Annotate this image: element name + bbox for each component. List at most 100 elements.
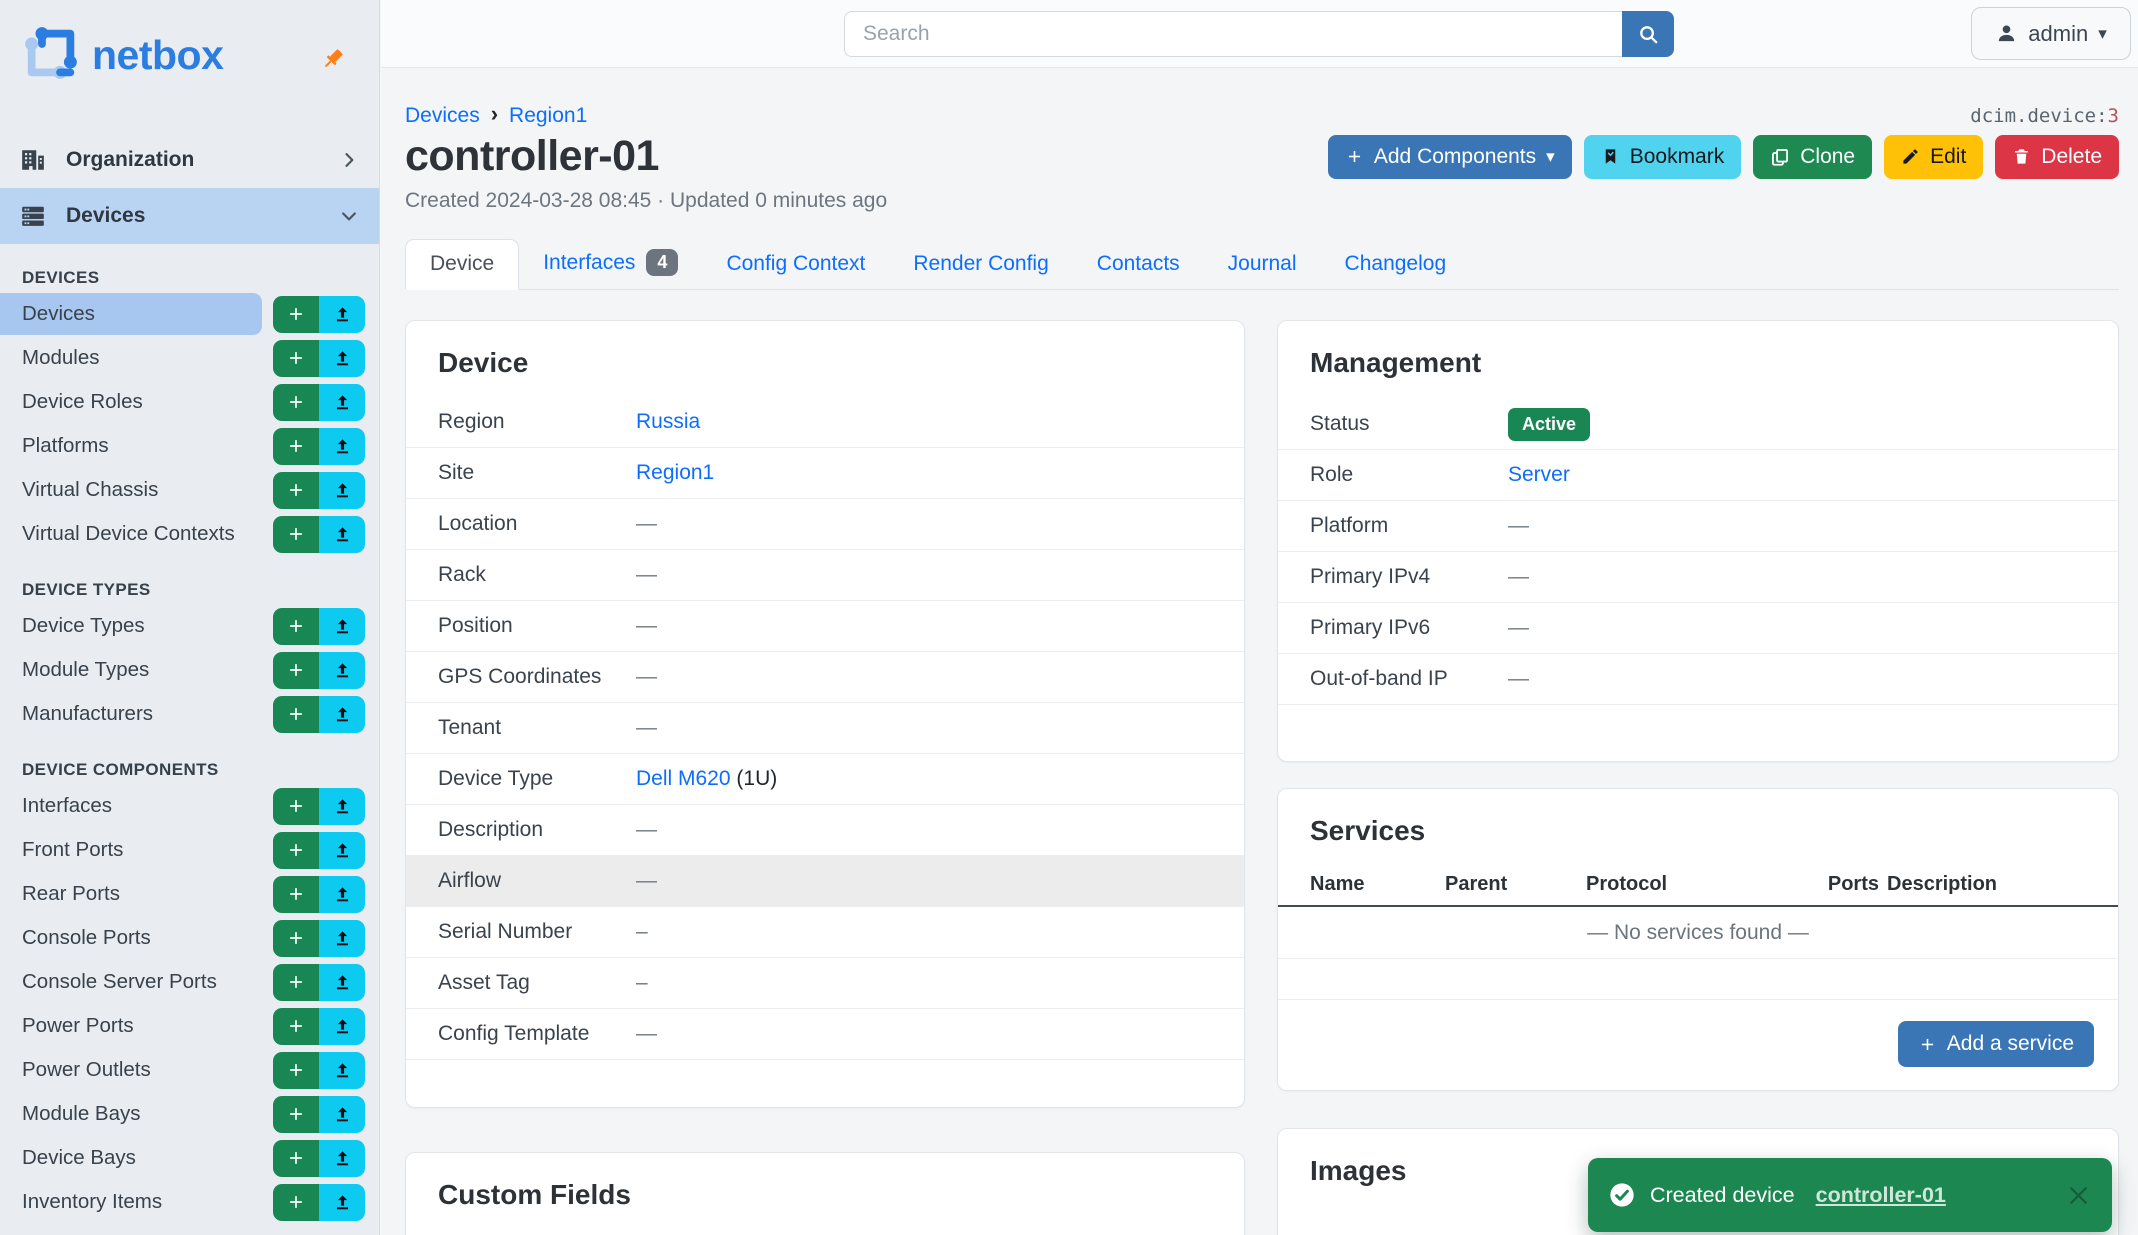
brand: netbox [0, 0, 379, 132]
add-button[interactable] [273, 787, 319, 825]
add-button[interactable] [273, 1095, 319, 1133]
add-button[interactable] [273, 515, 319, 553]
tab-changelog[interactable]: Changelog [1344, 252, 1447, 275]
import-button[interactable] [319, 383, 365, 421]
import-button[interactable] [319, 875, 365, 913]
add-button[interactable] [273, 831, 319, 869]
sidebar-link-console-server-ports[interactable]: Console Server Ports [22, 970, 217, 993]
add-button[interactable] [273, 339, 319, 377]
import-button[interactable] [319, 651, 365, 689]
search-input[interactable] [844, 11, 1622, 57]
import-button[interactable] [319, 1051, 365, 1089]
add-button[interactable] [273, 1051, 319, 1089]
pin-sidebar-icon[interactable] [320, 46, 346, 72]
sidebar-item-modules: Modules [0, 336, 379, 380]
sidebar-link-rear-ports[interactable]: Rear Ports [22, 882, 120, 905]
add-button[interactable] [273, 1007, 319, 1045]
add-button[interactable] [273, 383, 319, 421]
add-button[interactable] [273, 471, 319, 509]
clone-button[interactable]: Clone [1753, 134, 1873, 179]
toast-close-button[interactable] [2065, 1182, 2092, 1209]
sidebar-link-front-ports[interactable]: Front Ports [22, 838, 124, 861]
tab-interfaces[interactable]: Interfaces 4 [519, 237, 702, 289]
add-button[interactable] [273, 1183, 319, 1221]
tab-config-context[interactable]: Config Context [726, 252, 866, 275]
toast-device-link[interactable]: controller-01 [1815, 1182, 1946, 1207]
import-button[interactable] [319, 471, 365, 509]
breadcrumb-link-region1[interactable]: Region1 [509, 103, 588, 127]
import-button[interactable] [319, 1139, 365, 1177]
add-button[interactable] [273, 695, 319, 733]
device-type-link[interactable]: Dell M620 [636, 767, 731, 790]
role-link[interactable]: Server [1508, 463, 1570, 486]
add-button[interactable] [273, 963, 319, 1001]
sidebar-item-device-bays: Device Bays [0, 1136, 379, 1180]
sidebar-link-device-types[interactable]: Device Types [22, 614, 145, 637]
add-button[interactable] [273, 875, 319, 913]
sidebar-link-manufacturers[interactable]: Manufacturers [22, 702, 154, 725]
user-menu-button[interactable]: admin ▾ [1971, 7, 2131, 60]
field-label: Primary IPv4 [1310, 565, 1431, 588]
field-row-rack: Rack — [406, 550, 1244, 601]
field-row-platform: Platform — [1278, 501, 2118, 552]
add-button[interactable] [273, 295, 319, 333]
sidebar-item-organization[interactable]: Organization [0, 132, 379, 188]
sidebar-link-console-ports[interactable]: Console Ports [22, 926, 151, 949]
site-link[interactable]: Region1 [636, 461, 715, 484]
tab-journal[interactable]: Journal [1227, 252, 1297, 275]
add-components-button[interactable]: Add Components ▾ [1327, 134, 1572, 179]
breadcrumb-link-devices[interactable]: Devices [405, 103, 480, 127]
import-button[interactable] [319, 607, 365, 645]
sidebar-link-power-ports[interactable]: Power Ports [22, 1014, 134, 1037]
import-button[interactable] [319, 1095, 365, 1133]
sidebar-link-virtual-chassis[interactable]: Virtual Chassis [22, 478, 159, 501]
add-button[interactable] [273, 651, 319, 689]
services-panel-title: Services [1310, 815, 1426, 846]
search-button[interactable] [1622, 11, 1674, 57]
sidebar-link-device-bays[interactable]: Device Bays [22, 1146, 136, 1169]
sidebar-item-devices-parent[interactable]: Devices [0, 188, 379, 244]
import-button[interactable] [319, 1007, 365, 1045]
sidebar-link-module-bays[interactable]: Module Bays [22, 1102, 141, 1125]
sidebar-link-devices[interactable]: Devices [22, 302, 95, 325]
pencil-icon [1901, 147, 1920, 166]
quick-actions [273, 1051, 365, 1089]
tab-render-config[interactable]: Render Config [913, 252, 1049, 275]
sidebar-link-module-types[interactable]: Module Types [22, 658, 150, 681]
import-button[interactable] [319, 515, 365, 553]
import-button[interactable] [319, 919, 365, 957]
field-value: – [636, 971, 648, 994]
user-icon [1995, 22, 2018, 45]
sidebar-link-power-outlets[interactable]: Power Outlets [22, 1058, 151, 1081]
add-button[interactable] [273, 1139, 319, 1177]
sidebar-link-device-roles[interactable]: Device Roles [22, 390, 143, 413]
tab-device[interactable]: Device [405, 239, 520, 290]
tab-contacts[interactable]: Contacts [1096, 252, 1180, 275]
import-button[interactable] [319, 831, 365, 869]
import-button[interactable] [319, 339, 365, 377]
bookmark-button[interactable]: Bookmark [1583, 134, 1742, 179]
add-service-button[interactable]: Add a service [1897, 1021, 2094, 1067]
field-row-asset-tag: Asset Tag – [406, 958, 1244, 1009]
import-button[interactable] [319, 787, 365, 825]
import-button[interactable] [319, 427, 365, 465]
add-button[interactable] [273, 607, 319, 645]
close-icon [2065, 1182, 2092, 1209]
import-button[interactable] [319, 1183, 365, 1221]
import-button[interactable] [319, 695, 365, 733]
sidebar-link-modules[interactable]: Modules [22, 346, 100, 369]
sidebar-link-virtual-device-contexts[interactable]: Virtual Device Contexts [22, 522, 235, 545]
field-label: Tenant [438, 716, 502, 739]
add-button[interactable] [273, 919, 319, 957]
add-button[interactable] [273, 427, 319, 465]
field-label: Serial Number [438, 920, 573, 943]
sidebar-link-platforms[interactable]: Platforms [22, 434, 109, 457]
import-button[interactable] [319, 295, 365, 333]
region-link[interactable]: Russia [636, 410, 701, 433]
field-label: Primary IPv6 [1310, 616, 1431, 639]
delete-button[interactable]: Delete [1995, 134, 2119, 179]
sidebar-link-inventory-items[interactable]: Inventory Items [22, 1190, 163, 1213]
sidebar-link-interfaces[interactable]: Interfaces [22, 794, 113, 817]
edit-button[interactable]: Edit [1884, 134, 1984, 179]
import-button[interactable] [319, 963, 365, 1001]
